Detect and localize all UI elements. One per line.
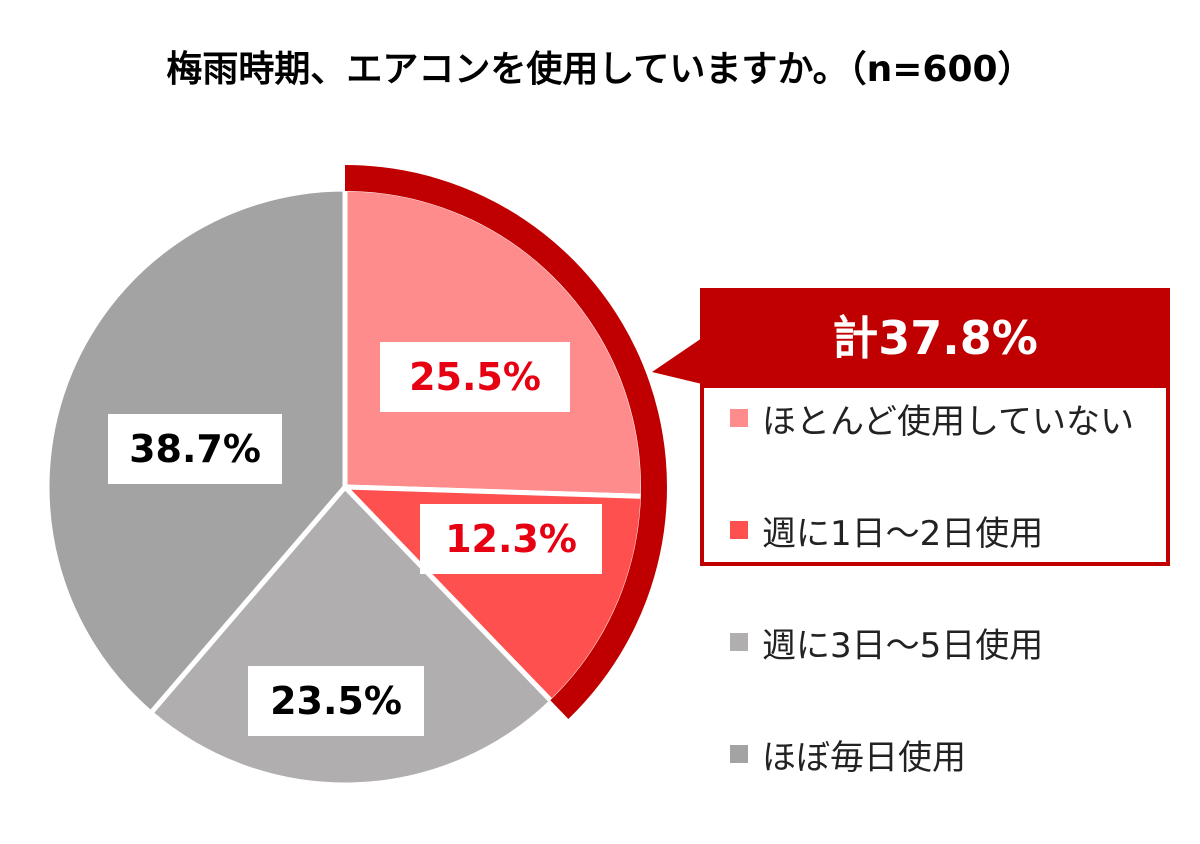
slice-label-hotondo: 25.5% bbox=[380, 342, 570, 412]
total-callout-frame bbox=[700, 384, 1170, 566]
legend-swatch bbox=[730, 745, 748, 763]
legend-label: 週に3日～5日使用 bbox=[762, 625, 1044, 666]
chart-title: 梅雨時期、エアコンを使用していますか。（n=600） bbox=[166, 49, 1034, 90]
legend-item-shu-3-5: 週に3日～5日使用 bbox=[730, 617, 1043, 667]
legend-swatch bbox=[730, 633, 748, 651]
total-callout-header: 計37.8% bbox=[700, 288, 1170, 388]
legend-swatch bbox=[730, 409, 748, 427]
legend-label: ほとんど使用していない bbox=[762, 401, 1134, 442]
legend-item-mainichi: ほぼ毎日使用 bbox=[730, 729, 966, 779]
legend-label: ほぼ毎日使用 bbox=[762, 737, 966, 778]
legend-label: 週に1日～2日使用 bbox=[762, 513, 1044, 554]
slice-label-shu-1-2: 12.3% bbox=[420, 504, 602, 574]
legend-item-shu-1-2: 週に1日～2日使用 bbox=[730, 505, 1043, 555]
legend-swatch bbox=[730, 521, 748, 539]
highlight-ring bbox=[345, 165, 667, 719]
slice-label-shu-3-5: 23.5% bbox=[248, 666, 424, 736]
legend-item-hotondo: ほとんど使用していない bbox=[730, 393, 1134, 443]
slice-label-mainichi: 38.7% bbox=[108, 414, 282, 484]
